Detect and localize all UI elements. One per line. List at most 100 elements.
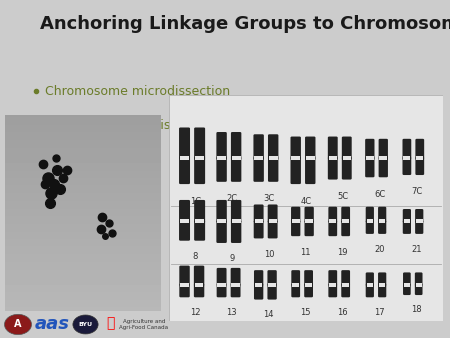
Bar: [342, 156, 351, 160]
FancyBboxPatch shape: [254, 220, 264, 238]
FancyBboxPatch shape: [254, 270, 263, 286]
FancyBboxPatch shape: [342, 157, 352, 179]
FancyBboxPatch shape: [179, 220, 190, 241]
Text: 3C: 3C: [264, 194, 275, 203]
Bar: [180, 219, 189, 223]
FancyBboxPatch shape: [194, 200, 205, 223]
Text: Monosomic analysis: Monosomic analysis: [45, 119, 171, 131]
FancyBboxPatch shape: [403, 284, 411, 295]
Text: 9: 9: [230, 254, 235, 263]
FancyBboxPatch shape: [291, 207, 300, 223]
Bar: [255, 283, 262, 287]
FancyBboxPatch shape: [267, 284, 277, 299]
FancyBboxPatch shape: [216, 132, 227, 159]
FancyBboxPatch shape: [305, 137, 315, 159]
Bar: [367, 219, 373, 223]
Text: 21: 21: [411, 245, 422, 254]
Bar: [306, 156, 315, 160]
FancyBboxPatch shape: [415, 272, 423, 286]
Bar: [416, 219, 423, 223]
Text: BYU: BYU: [78, 322, 93, 327]
Text: aas: aas: [34, 315, 69, 334]
Bar: [255, 219, 263, 223]
Bar: [379, 219, 386, 223]
Bar: [292, 283, 299, 287]
Bar: [379, 156, 387, 160]
FancyBboxPatch shape: [291, 220, 300, 236]
FancyBboxPatch shape: [365, 139, 374, 159]
FancyBboxPatch shape: [328, 137, 338, 159]
FancyBboxPatch shape: [179, 284, 190, 297]
Bar: [195, 156, 204, 160]
FancyBboxPatch shape: [179, 157, 190, 184]
FancyBboxPatch shape: [415, 157, 424, 175]
Bar: [404, 283, 410, 287]
FancyBboxPatch shape: [403, 220, 411, 234]
Bar: [217, 219, 226, 223]
Bar: [232, 156, 241, 160]
Text: 7C: 7C: [411, 188, 422, 196]
FancyBboxPatch shape: [378, 220, 386, 234]
FancyBboxPatch shape: [194, 220, 205, 241]
FancyBboxPatch shape: [341, 220, 350, 236]
Text: Agriculture and
Agri-Food Canada: Agriculture and Agri-Food Canada: [119, 319, 169, 330]
FancyBboxPatch shape: [194, 284, 204, 297]
FancyBboxPatch shape: [378, 139, 388, 159]
FancyBboxPatch shape: [378, 207, 386, 223]
FancyBboxPatch shape: [378, 284, 386, 297]
Text: 19: 19: [337, 247, 348, 257]
Bar: [305, 283, 312, 287]
Bar: [292, 219, 300, 223]
FancyBboxPatch shape: [291, 284, 300, 297]
Text: 4C: 4C: [301, 196, 312, 206]
Text: 14: 14: [263, 310, 274, 319]
Bar: [329, 283, 336, 287]
FancyBboxPatch shape: [402, 139, 411, 159]
FancyBboxPatch shape: [378, 272, 386, 286]
FancyBboxPatch shape: [254, 284, 263, 299]
FancyBboxPatch shape: [328, 270, 337, 286]
FancyBboxPatch shape: [291, 137, 301, 159]
FancyBboxPatch shape: [231, 284, 241, 297]
FancyBboxPatch shape: [253, 134, 264, 159]
FancyBboxPatch shape: [304, 284, 313, 297]
Text: A: A: [14, 319, 22, 330]
Bar: [416, 156, 423, 160]
FancyBboxPatch shape: [268, 220, 278, 238]
Bar: [180, 283, 189, 287]
Text: 17: 17: [374, 308, 385, 316]
Text: 2C: 2C: [227, 194, 238, 203]
FancyBboxPatch shape: [403, 272, 411, 286]
Bar: [269, 156, 278, 160]
Text: 13: 13: [226, 308, 237, 316]
Bar: [254, 156, 263, 160]
FancyBboxPatch shape: [194, 127, 205, 159]
Text: 10: 10: [264, 250, 274, 259]
Bar: [195, 283, 203, 287]
Text: 5C: 5C: [338, 192, 349, 201]
FancyBboxPatch shape: [328, 284, 337, 297]
Bar: [416, 283, 422, 287]
Circle shape: [4, 314, 32, 335]
FancyBboxPatch shape: [231, 220, 241, 243]
FancyBboxPatch shape: [179, 266, 190, 286]
Bar: [367, 283, 373, 287]
FancyBboxPatch shape: [305, 207, 314, 223]
FancyBboxPatch shape: [305, 220, 314, 236]
FancyBboxPatch shape: [304, 270, 313, 286]
FancyBboxPatch shape: [366, 272, 374, 286]
FancyBboxPatch shape: [216, 268, 226, 286]
FancyBboxPatch shape: [216, 157, 227, 182]
FancyBboxPatch shape: [194, 266, 204, 286]
Bar: [291, 156, 300, 160]
FancyBboxPatch shape: [403, 209, 411, 223]
Text: 1C: 1C: [190, 196, 201, 206]
FancyBboxPatch shape: [366, 220, 374, 234]
Bar: [268, 283, 276, 287]
Bar: [342, 219, 349, 223]
Bar: [328, 156, 337, 160]
Text: Chromosome microdissection: Chromosome microdissection: [45, 85, 230, 98]
Text: 8: 8: [193, 252, 198, 261]
Text: 12: 12: [190, 308, 200, 316]
FancyBboxPatch shape: [194, 157, 205, 184]
